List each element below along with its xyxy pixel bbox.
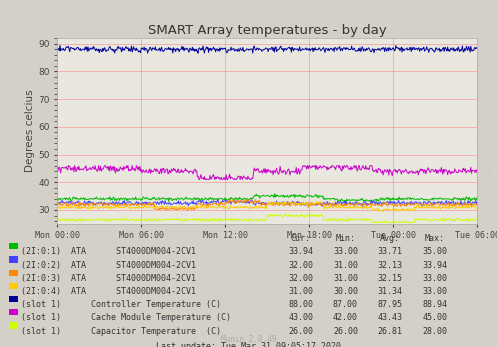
Text: 87.95: 87.95 — [378, 300, 403, 309]
Text: 26.81: 26.81 — [378, 327, 403, 336]
Title: SMART Array temperatures - by day: SMART Array temperatures - by day — [148, 24, 387, 37]
Text: 88.00: 88.00 — [288, 300, 313, 309]
Text: 31.00: 31.00 — [333, 274, 358, 283]
Text: 33.94: 33.94 — [288, 247, 313, 256]
Text: 30.00: 30.00 — [333, 287, 358, 296]
Text: 88.94: 88.94 — [422, 300, 447, 309]
Text: Avg:: Avg: — [380, 234, 400, 243]
Text: 32.15: 32.15 — [378, 274, 403, 283]
Text: 33.94: 33.94 — [422, 261, 447, 270]
Text: 87.00: 87.00 — [333, 300, 358, 309]
Text: Cur:: Cur: — [291, 234, 311, 243]
Text: 33.00: 33.00 — [333, 247, 358, 256]
Text: (slot 1)      Cache Module Temperature (C): (slot 1) Cache Module Temperature (C) — [21, 313, 232, 322]
Text: 31.34: 31.34 — [378, 287, 403, 296]
Text: 45.00: 45.00 — [422, 313, 447, 322]
Text: Last update: Tue Mar 31 09:05:17 2020: Last update: Tue Mar 31 09:05:17 2020 — [156, 342, 341, 347]
Text: RRDTOOL / TOBI OETIKER: RRDTOOL / TOBI OETIKER — [486, 103, 491, 175]
Text: 31.00: 31.00 — [333, 261, 358, 270]
Text: (2I:0:3)  ATA      ST4000DM004-2CV1: (2I:0:3) ATA ST4000DM004-2CV1 — [21, 274, 196, 283]
Text: 42.00: 42.00 — [333, 313, 358, 322]
Text: Min:: Min: — [335, 234, 355, 243]
Text: 31.00: 31.00 — [288, 287, 313, 296]
Text: 28.00: 28.00 — [422, 327, 447, 336]
Text: (slot 1)      Controller Temperature (C): (slot 1) Controller Temperature (C) — [21, 300, 221, 309]
Text: 35.00: 35.00 — [422, 247, 447, 256]
Text: 33.00: 33.00 — [422, 287, 447, 296]
Text: (2I:0:4)  ATA      ST4000DM004-2CV1: (2I:0:4) ATA ST4000DM004-2CV1 — [21, 287, 196, 296]
Text: (slot 1)      Capacitor Temperature  (C): (slot 1) Capacitor Temperature (C) — [21, 327, 221, 336]
Text: 33.00: 33.00 — [422, 274, 447, 283]
Text: 32.13: 32.13 — [378, 261, 403, 270]
Text: 26.00: 26.00 — [333, 327, 358, 336]
Text: 32.00: 32.00 — [288, 274, 313, 283]
Text: 43.00: 43.00 — [288, 313, 313, 322]
Text: (2I:0:1)  ATA      ST4000DM004-2CV1: (2I:0:1) ATA ST4000DM004-2CV1 — [21, 247, 196, 256]
Text: 33.71: 33.71 — [378, 247, 403, 256]
Text: Max:: Max: — [425, 234, 445, 243]
Y-axis label: Degrees celcius: Degrees celcius — [25, 90, 35, 172]
Text: 43.43: 43.43 — [378, 313, 403, 322]
Text: (2I:0:2)  ATA      ST4000DM004-2CV1: (2I:0:2) ATA ST4000DM004-2CV1 — [21, 261, 196, 270]
Text: 26.00: 26.00 — [288, 327, 313, 336]
Text: Munin 2.0.49: Munin 2.0.49 — [221, 335, 276, 344]
Text: 32.00: 32.00 — [288, 261, 313, 270]
